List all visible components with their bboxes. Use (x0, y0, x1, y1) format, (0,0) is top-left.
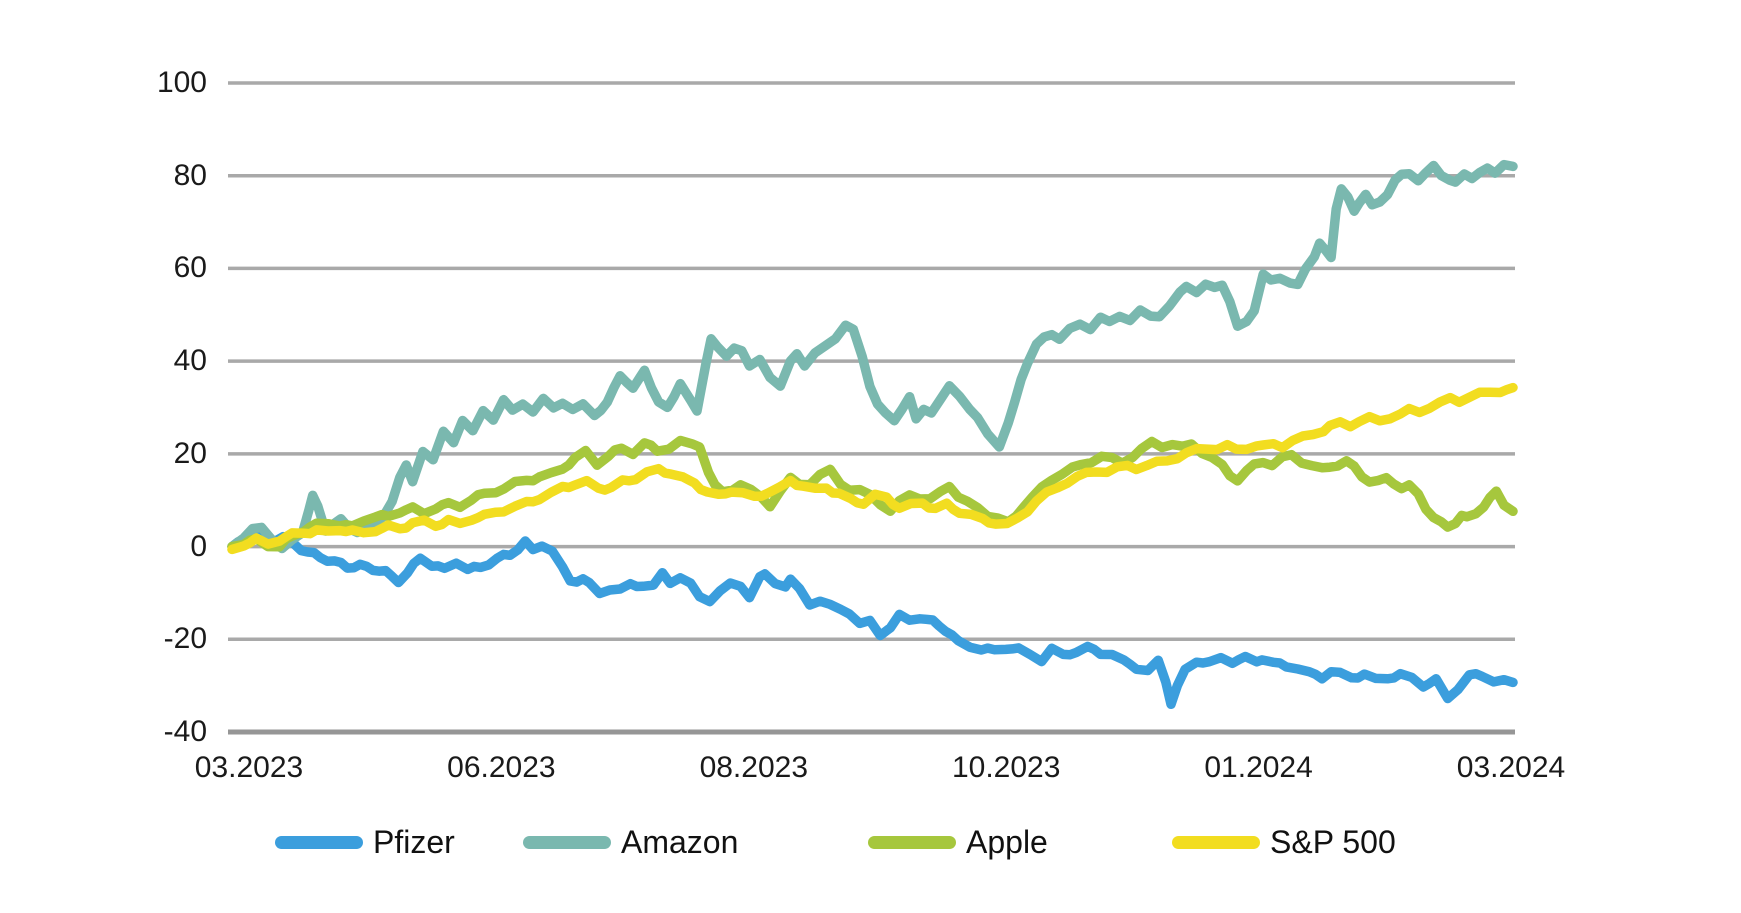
x-axis-label-08.2023: 08.2023 (699, 751, 809, 784)
x-axis-label-01.2024: 01.2024 (1204, 751, 1313, 784)
y-axis-label-40: 40 (173, 344, 207, 378)
y-axis-label-100: 100 (156, 66, 207, 99)
x-axis-label-03.2024: 03.2024 (1456, 751, 1566, 784)
legend-item-amazon: Amazon (523, 822, 738, 862)
x-axis-label-03.2023: 03.2023 (194, 751, 304, 784)
legend-item-apple: Apple (868, 822, 1048, 862)
legend: Pfizer Amazon Apple S&P 500 (0, 822, 1741, 866)
y-axis-label-80: 80 (173, 158, 207, 192)
series-line-pfizer (227, 530, 1518, 710)
pfizer-line-swatch-icon (275, 835, 363, 849)
legend-label-apple: Apple (966, 824, 1048, 860)
legend-label-amazon: Amazon (621, 824, 739, 860)
y-axis-label--40: -40 (163, 715, 207, 748)
legend-item-sp500: S&P 500 (1172, 822, 1396, 862)
series-line-amazon (227, 159, 1518, 554)
y-axis-label-0: 0 (190, 529, 207, 563)
legend-item-pfizer: Pfizer (275, 822, 455, 862)
x-axis-label-06.2023: 06.2023 (447, 751, 556, 784)
series-line-sp500 (227, 382, 1518, 555)
y-axis-label-20: 20 (173, 436, 207, 470)
y-axis-label-60: 60 (173, 251, 207, 285)
sp500-line-swatch-icon (1172, 835, 1260, 849)
legend-label-pfizer: Pfizer (373, 824, 455, 860)
x-axis-label-10.2023: 10.2023 (951, 751, 1061, 784)
y-axis-label--20: -20 (163, 622, 207, 656)
apple-line-swatch-icon (868, 835, 956, 849)
series-line-apple (227, 435, 1518, 552)
amazon-line-swatch-icon (523, 835, 611, 849)
legend-label-sp500: S&P 500 (1270, 824, 1396, 860)
